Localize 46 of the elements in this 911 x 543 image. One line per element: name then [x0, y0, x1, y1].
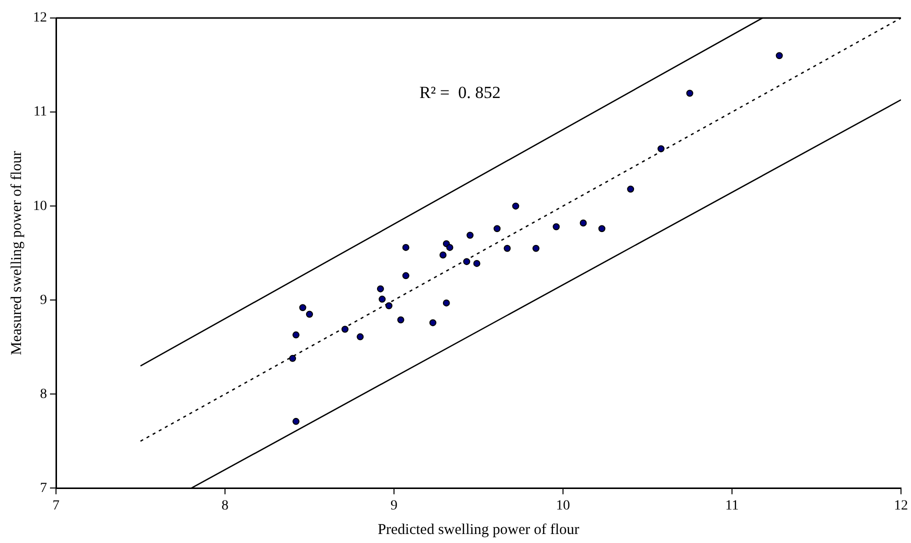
y-tick-label: 9	[40, 292, 47, 308]
point	[376, 285, 384, 292]
y-axis-title: Measured swelling power of flour	[8, 151, 25, 356]
point	[627, 186, 634, 193]
point	[598, 225, 606, 232]
y-tick-label: 11	[34, 104, 47, 120]
point	[494, 225, 501, 232]
point	[289, 354, 296, 362]
point	[580, 220, 587, 227]
annotation: R² = 0. 852	[419, 83, 501, 102]
point	[446, 244, 454, 251]
point	[473, 260, 480, 267]
point	[440, 251, 447, 258]
point	[356, 333, 364, 340]
point	[463, 258, 470, 266]
point	[429, 319, 436, 326]
y-tick-label: 12	[33, 10, 47, 26]
point	[532, 244, 540, 252]
point	[442, 299, 450, 306]
point	[776, 52, 783, 60]
x-tick-label: 9	[390, 498, 398, 514]
point	[306, 310, 313, 318]
point	[402, 272, 410, 280]
x-tick-label: 11	[725, 498, 739, 514]
point	[397, 316, 404, 324]
point	[341, 326, 348, 333]
point	[504, 244, 511, 252]
point	[512, 202, 520, 210]
point	[686, 90, 694, 97]
x-tick-label: 12	[894, 498, 908, 514]
x-axis-title: Predicted swelling power of flour	[378, 522, 580, 538]
point	[466, 232, 474, 239]
point	[378, 296, 386, 303]
y-tick-label: 7	[40, 480, 47, 496]
point	[292, 418, 300, 425]
x-tick-label: 7	[52, 498, 60, 514]
point	[658, 145, 665, 152]
point	[292, 331, 300, 338]
x-tick-label: 10	[556, 498, 570, 514]
y-tick-label: 10	[33, 198, 47, 214]
point	[385, 302, 392, 310]
point	[402, 244, 410, 251]
point	[299, 304, 306, 312]
x-tick-label: 8	[222, 498, 228, 514]
y-tick-label: 8	[40, 386, 47, 402]
point	[552, 223, 560, 230]
